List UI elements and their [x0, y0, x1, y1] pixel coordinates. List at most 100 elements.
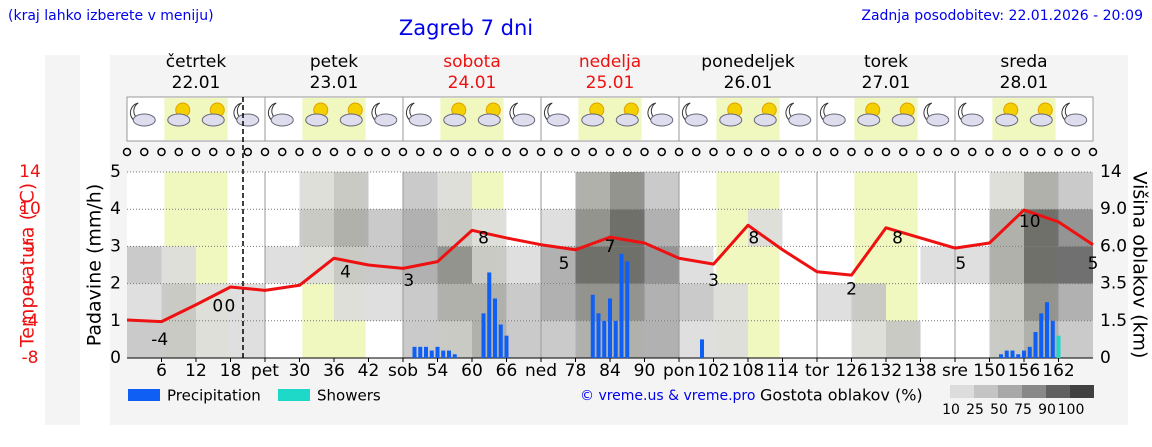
cloud-height-tick-label: 0	[1100, 348, 1111, 368]
wind-calm	[1037, 147, 1046, 157]
wind-calm	[157, 147, 166, 157]
temperature-label: 5	[559, 254, 570, 274]
density-legend-swatch	[974, 385, 998, 398]
cloud-icon	[1029, 113, 1053, 127]
temperature-label: 8	[892, 229, 903, 249]
precipitation-bar	[1056, 335, 1061, 358]
wind-calm	[778, 147, 787, 157]
wind-calm	[122, 147, 132, 157]
x-tick-label: 108	[732, 361, 764, 381]
cloud-density-cell	[299, 209, 334, 247]
cloud-icon	[270, 113, 294, 127]
cloud-density-cell	[541, 320, 576, 358]
y-tick-label: 0	[110, 348, 121, 368]
x-tick-label: 12	[185, 361, 207, 381]
cloud-density-cell	[989, 246, 1024, 284]
cloud-density-cell	[334, 283, 369, 321]
x-tick-label: 36	[323, 361, 345, 381]
precipitation-bar	[493, 298, 497, 358]
wind-calm	[433, 147, 442, 157]
density-legend-swatch	[1046, 385, 1070, 398]
cloud-icon	[719, 113, 743, 127]
temperature-label: 10	[1019, 212, 1041, 232]
y-tick-label: 4	[110, 199, 121, 219]
temperature-tick-label: 10	[19, 199, 41, 219]
precipitation-bar	[590, 294, 595, 358]
cloud-density-cell	[1058, 246, 1093, 284]
cloud-density-cell	[851, 283, 886, 321]
cloud-density-cell	[989, 172, 1024, 210]
day-date: 23.01	[310, 73, 359, 93]
wind-calm	[571, 147, 580, 157]
cloud-icon	[650, 113, 674, 127]
y-tick-label: 2	[110, 274, 121, 294]
wind-calm	[364, 147, 373, 157]
cloud-icon	[408, 113, 432, 127]
density-legend-swatch	[950, 385, 974, 398]
precipitation-axis-label: Padavine (mm/h)	[84, 184, 106, 347]
precipitation-bar	[504, 335, 509, 358]
day-date: 28.01	[1000, 73, 1049, 93]
precipitation-bar	[1033, 331, 1038, 358]
wind-calm	[674, 147, 684, 157]
wind-calm	[709, 147, 718, 157]
temperature-label: 5	[955, 254, 966, 274]
cloud-icon	[753, 113, 777, 127]
temperature-axis-label: Temperatura (°C)	[17, 183, 39, 348]
x-tick-label: 54	[427, 361, 449, 381]
density-legend-swatch	[1022, 385, 1046, 398]
cloud-icon	[374, 113, 398, 127]
credit: © vreme.us & vreme.pro	[580, 388, 755, 404]
cloud-density-cell	[161, 246, 196, 284]
cloud-density-cell	[851, 320, 886, 358]
precipitation-bar	[1004, 350, 1009, 358]
cloud-icon	[581, 113, 605, 127]
cloud-icon	[132, 113, 156, 127]
temperature-tick-label: 5	[25, 236, 36, 256]
wind-calm	[830, 147, 839, 157]
y-tick-label: 1	[110, 311, 121, 331]
x-tick-label: 60	[461, 361, 483, 381]
cloud-density-cell	[161, 283, 196, 321]
cloud-icon	[443, 113, 467, 127]
cloud-icon	[546, 113, 570, 127]
cloud-density-cell	[299, 172, 334, 210]
temperature-tick-label: -4	[22, 311, 39, 331]
temperature-label: 8	[748, 229, 759, 249]
cloud-density-cell	[713, 283, 748, 321]
cloud-icon	[512, 113, 536, 127]
wind-calm	[864, 147, 873, 157]
density-legend-label: 10	[942, 402, 960, 418]
chart-title: Zagreb 7 dni	[399, 16, 533, 40]
cloud-density-cell	[506, 283, 541, 321]
wind-calm	[312, 147, 321, 157]
wind-calm	[1071, 147, 1080, 157]
temperature-label: 7	[605, 237, 616, 257]
cloud-density-cell	[955, 246, 990, 284]
wind-calm	[554, 147, 563, 157]
x-tick-label: ned	[525, 361, 557, 381]
wind-calm	[640, 147, 649, 157]
precipitation-bar	[700, 339, 704, 358]
density-legend-swatch	[1070, 385, 1094, 398]
cloud-density-cell	[437, 246, 472, 284]
day-name: četrtek	[166, 52, 227, 72]
cloud-density-cell	[644, 246, 679, 284]
cloud-density-cell	[920, 246, 955, 284]
cloud-density-cell	[161, 320, 196, 358]
day-name: sobota	[443, 52, 501, 72]
cloud-density-cell	[713, 320, 748, 358]
precipitation-bar	[602, 320, 607, 358]
update-time: Zadnja posodobitev: 22.01.2026 - 20:09	[861, 8, 1143, 24]
cloud-icon	[339, 113, 363, 127]
wind-calm	[761, 147, 770, 157]
day-date: 24.01	[448, 73, 497, 93]
x-tick-label: sob	[388, 361, 418, 381]
precipitation-bar	[608, 298, 612, 358]
wind-calm	[1054, 147, 1063, 157]
density-legend-label: 75	[1014, 402, 1032, 418]
x-tick-label: 132	[870, 361, 902, 381]
precipitation-bar	[625, 261, 630, 358]
cloud-icon	[960, 113, 984, 127]
